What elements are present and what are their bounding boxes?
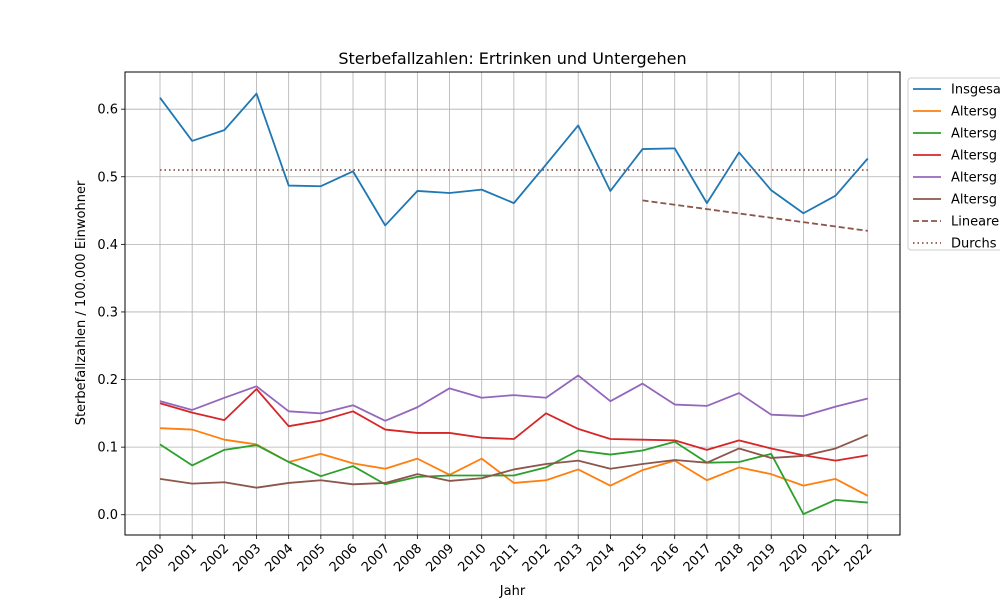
x-tick-label: 2003 (230, 541, 264, 575)
chart-title: Sterbefallzahlen: Ertrinken und Untergeh… (338, 49, 686, 68)
series-line (642, 199, 868, 232)
y-tick-label: 0.0 (97, 508, 118, 523)
x-tick-label: 2020 (777, 541, 811, 575)
y-tick-label: 0.3 (97, 305, 118, 320)
legend-box (907, 77, 1000, 251)
x-tick-label: 2001 (166, 541, 200, 575)
series-layer (159, 92, 869, 515)
x-tick-label: 2015 (616, 541, 650, 575)
legend-label: Altersg (951, 171, 997, 186)
legend-label: Durchs (951, 237, 997, 252)
legend-label: Lineare (951, 215, 999, 230)
x-tick-label: 2014 (584, 541, 618, 575)
y-tick-label: 0.6 (97, 103, 118, 118)
series-line (159, 374, 868, 422)
series-line (159, 388, 868, 462)
y-tick-label: 0.1 (97, 441, 118, 456)
x-tick-label: 2017 (681, 541, 715, 575)
x-tick-label: 2004 (263, 541, 297, 575)
legend-label: Insgesa (951, 83, 1000, 98)
x-axis: 2000200120022003200420052006200720082009… (134, 535, 876, 575)
x-tick-label: 2021 (809, 541, 843, 575)
x-tick-label: 2019 (745, 541, 779, 575)
x-tick-label: 2022 (842, 541, 876, 575)
x-tick-label: 2012 (520, 541, 554, 575)
y-tick-label: 0.4 (97, 238, 118, 253)
x-tick-label: 2005 (295, 541, 329, 575)
x-tick-label: 2013 (552, 541, 586, 575)
series-line (159, 440, 868, 515)
x-axis-title: Jahr (499, 584, 526, 599)
legend-label: Altersg (951, 105, 997, 120)
x-tick-label: 2008 (391, 541, 425, 575)
x-tick-label: 2016 (649, 541, 683, 575)
x-tick-label: 2000 (134, 541, 168, 575)
legend-label: Altersg (951, 127, 997, 142)
x-tick-label: 2007 (359, 541, 393, 575)
x-tick-label: 2009 (423, 541, 457, 575)
series-line (159, 92, 869, 227)
x-tick-label: 2010 (456, 541, 490, 575)
grid (125, 72, 900, 535)
series-line (159, 434, 869, 489)
x-tick-label: 2006 (327, 541, 361, 575)
legend-label: Altersg (951, 149, 997, 164)
x-tick-label: 2002 (198, 541, 232, 575)
x-tick-label: 2011 (488, 541, 522, 575)
legend: Insgesa Altersg Altersg Altersg Altersg Alter… (907, 77, 1000, 252)
y-tick-label: 0.2 (97, 373, 118, 388)
legend-label: Altersg (951, 193, 997, 208)
y-tick-label: 0.5 (97, 170, 118, 185)
plot-frame (124, 71, 901, 536)
y-axis: 0.0 0.1 0.2 0.3 0.4 0.5 0.6 (97, 103, 125, 523)
x-tick-label: 2018 (713, 541, 747, 575)
y-axis-title: Sterbefallzahlen / 100.000 Einwohner (74, 180, 89, 425)
